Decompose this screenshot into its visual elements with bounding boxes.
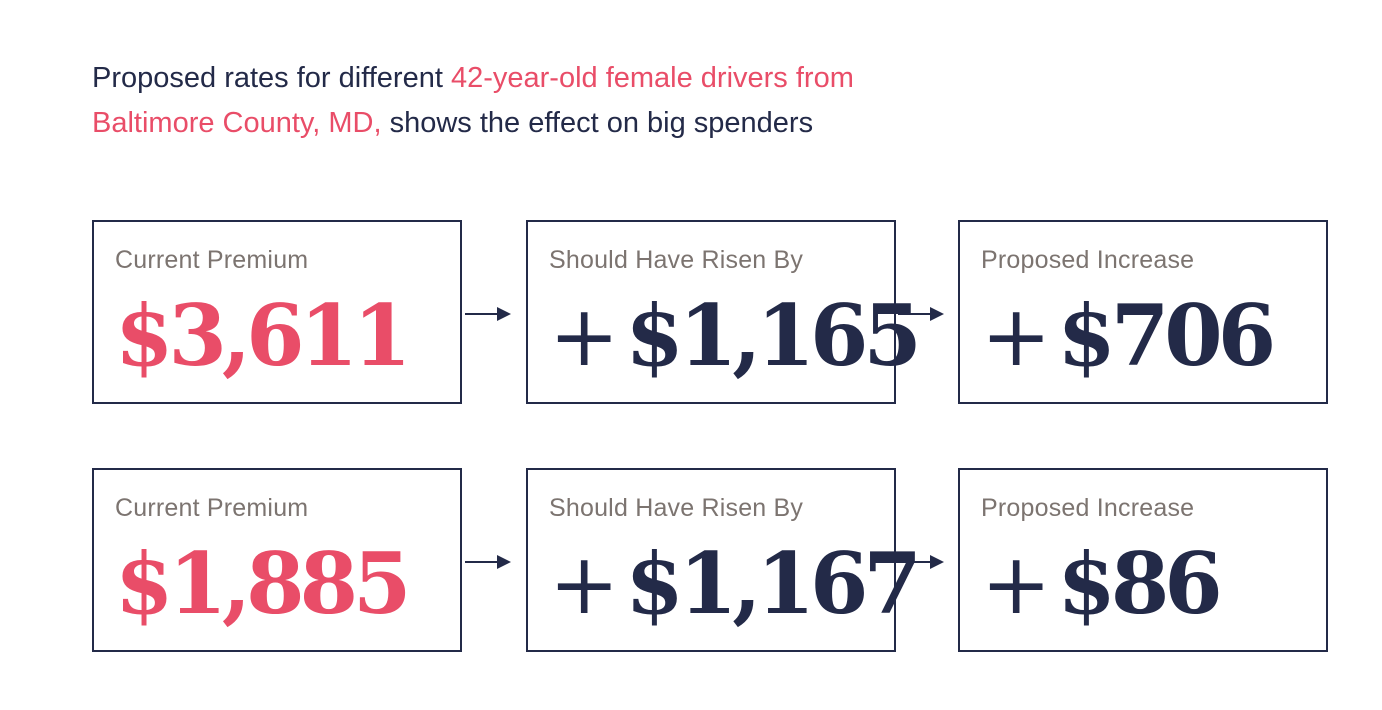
proposed-increase-value: $86 [1057, 534, 1222, 633]
current-premium-card-2: Current Premium $1,885 [92, 468, 462, 652]
should-have-risen-value-wrap: +$1,165 [549, 286, 922, 386]
should-have-risen-value: $1,165 [625, 286, 921, 385]
current-premium-label: Current Premium [115, 494, 309, 522]
should-have-risen-card-2: Should Have Risen By +$1,167 [526, 468, 922, 652]
current-premium-value: $3,611 [115, 286, 411, 385]
should-have-risen-label: Should Have Risen By [549, 246, 804, 274]
plus-sign: + [981, 287, 1052, 385]
arrow-right-icon [465, 307, 511, 321]
plus-sign: + [549, 535, 620, 633]
proposed-increase-card-2: Proposed Increase +$86 [958, 468, 1328, 652]
proposed-increase-value-wrap: +$706 [981, 286, 1276, 386]
arrow-right-icon [898, 307, 944, 321]
headline-part1: Proposed rates for different [92, 62, 451, 94]
proposed-increase-label: Proposed Increase [981, 494, 1195, 522]
current-premium-card-1: Current Premium $3,611 [92, 220, 462, 404]
headline-part2: shows the effect on big spenders [381, 107, 814, 139]
should-have-risen-card-1: Should Have Risen By +$1,165 [526, 220, 922, 404]
proposed-increase-value: $706 [1057, 286, 1276, 385]
plus-sign: + [981, 535, 1052, 633]
arrow-right-icon [898, 555, 944, 569]
plus-sign: + [549, 287, 620, 385]
current-premium-label: Current Premium [115, 246, 309, 274]
current-premium-value: $1,885 [115, 534, 411, 633]
headline-highlight: 42-year-old female drivers from Baltimor… [92, 62, 854, 139]
should-have-risen-label: Should Have Risen By [549, 494, 804, 522]
headline: Proposed rates for different 42-year-old… [92, 56, 932, 146]
proposed-increase-card-1: Proposed Increase +$706 [958, 220, 1328, 404]
proposed-increase-label: Proposed Increase [981, 246, 1195, 274]
should-have-risen-value: $1,167 [625, 534, 921, 633]
proposed-increase-value-wrap: +$86 [981, 534, 1223, 634]
should-have-risen-value-wrap: +$1,167 [549, 534, 922, 634]
arrow-right-icon [465, 555, 511, 569]
